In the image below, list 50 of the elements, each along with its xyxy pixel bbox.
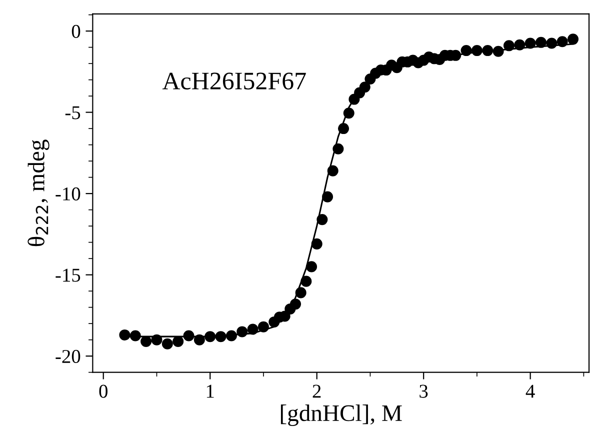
x-tick-label: 4 xyxy=(526,384,535,398)
y-tick-label: -15 xyxy=(56,268,80,282)
y-tick-label: 0 xyxy=(72,24,80,38)
point xyxy=(194,334,205,346)
x-axis-title: [gdnHCl], M xyxy=(280,404,402,426)
point xyxy=(359,82,370,93)
point xyxy=(503,40,514,52)
point xyxy=(322,191,334,202)
point xyxy=(311,238,322,250)
point xyxy=(471,45,482,56)
point xyxy=(492,46,504,57)
point xyxy=(482,45,494,56)
y-tick-label: -20 xyxy=(56,350,80,364)
point xyxy=(215,331,226,342)
point xyxy=(524,38,536,49)
point xyxy=(290,298,301,310)
point xyxy=(514,39,526,50)
point xyxy=(247,324,258,335)
point xyxy=(556,36,568,48)
x-tick-label: 0 xyxy=(99,384,108,398)
point xyxy=(226,330,237,342)
x-tick-label: 1 xyxy=(206,384,214,398)
point xyxy=(162,338,173,350)
point xyxy=(535,36,547,48)
point xyxy=(236,326,248,338)
point xyxy=(327,165,338,176)
y-tick-label: -5 xyxy=(65,106,80,120)
point xyxy=(172,336,184,347)
point xyxy=(316,214,328,226)
point xyxy=(332,143,344,154)
x-tick-label: 3 xyxy=(420,384,428,398)
point xyxy=(306,261,318,272)
point xyxy=(119,329,130,340)
point xyxy=(151,334,162,346)
y-tick-label: -10 xyxy=(56,187,80,200)
point xyxy=(295,287,306,298)
point xyxy=(568,34,579,45)
point xyxy=(460,45,472,56)
point xyxy=(130,330,141,342)
point xyxy=(300,276,312,287)
point xyxy=(546,38,558,49)
point xyxy=(140,336,152,347)
point xyxy=(258,321,269,332)
point xyxy=(338,123,350,134)
x-tick-label: 2 xyxy=(312,384,321,398)
annotation: AcH26I52F67 xyxy=(162,72,306,90)
point xyxy=(343,108,354,119)
y-axis-title: θ$_{222}$, mdeg xyxy=(28,140,50,246)
point xyxy=(204,331,216,342)
point xyxy=(183,330,194,342)
